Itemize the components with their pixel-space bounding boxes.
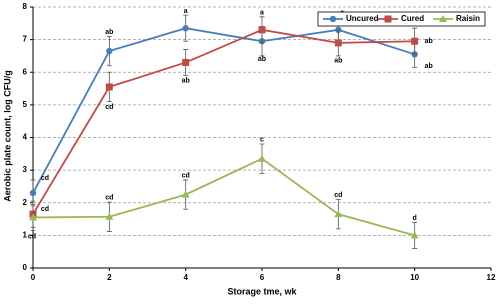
y-tick-label: 6 — [23, 67, 28, 76]
marker — [182, 58, 190, 66]
marker — [106, 47, 113, 55]
x-tick-label: 4 — [183, 273, 188, 282]
letter-label: cd — [334, 192, 342, 199]
x-axis-title: Storage tme, wk — [227, 286, 297, 296]
marker — [29, 213, 37, 221]
y-tick-label: 8 — [23, 2, 28, 11]
marker — [182, 25, 189, 32]
letter-label: ab — [105, 29, 113, 36]
letter-label: ab — [334, 58, 342, 65]
marker — [384, 15, 392, 23]
y-axis-title: Aerobic plate count, log CFU/g — [2, 70, 12, 202]
x-tick-label: 0 — [31, 273, 36, 282]
marker — [411, 37, 419, 45]
x-tick-label: 8 — [336, 273, 341, 282]
y-tick-label: 7 — [23, 35, 28, 44]
marker — [334, 210, 343, 218]
x-tick-label: 12 — [487, 273, 496, 282]
letter-label: cd — [105, 195, 113, 202]
letter-label: cd — [41, 175, 49, 182]
marker — [410, 231, 419, 239]
legend-label: Uncured — [346, 14, 379, 23]
letter-label: a — [184, 8, 188, 15]
y-tick-label: 0 — [23, 263, 28, 272]
x-tick-label: 10 — [410, 273, 419, 282]
letter-label: ab — [258, 56, 266, 63]
letter-label: ab — [425, 63, 433, 70]
marker — [258, 26, 266, 34]
marker — [105, 83, 113, 91]
marker — [105, 212, 114, 220]
y-tick-label: 1 — [23, 230, 28, 239]
x-tick-label: 6 — [260, 273, 265, 282]
letter-label: cd — [28, 233, 36, 240]
marker — [439, 15, 447, 22]
series-line — [32, 28, 415, 215]
letter-label: ab — [425, 38, 433, 45]
legend-label: Cured — [401, 14, 424, 23]
y-tick-label: 3 — [23, 165, 28, 174]
y-tick-label: 2 — [23, 198, 28, 207]
y-tick-label: 4 — [23, 133, 28, 142]
x-tick-label: 2 — [107, 273, 112, 282]
letter-label: cd — [41, 206, 49, 213]
marker — [181, 190, 190, 198]
letter-label: cd — [105, 104, 113, 111]
marker — [258, 154, 266, 162]
y-tick-label: 5 — [23, 100, 28, 109]
letter-label: c — [260, 137, 264, 144]
series-line — [32, 157, 415, 237]
legend-label: Raisin — [456, 14, 480, 23]
series-line — [32, 27, 415, 194]
marker — [29, 189, 37, 197]
letter-label: a — [260, 10, 264, 17]
marker — [329, 15, 337, 23]
letter-label: cd — [182, 172, 190, 179]
letter-label: ab — [182, 77, 190, 84]
marker — [334, 39, 342, 47]
letter-label: d — [413, 215, 417, 222]
